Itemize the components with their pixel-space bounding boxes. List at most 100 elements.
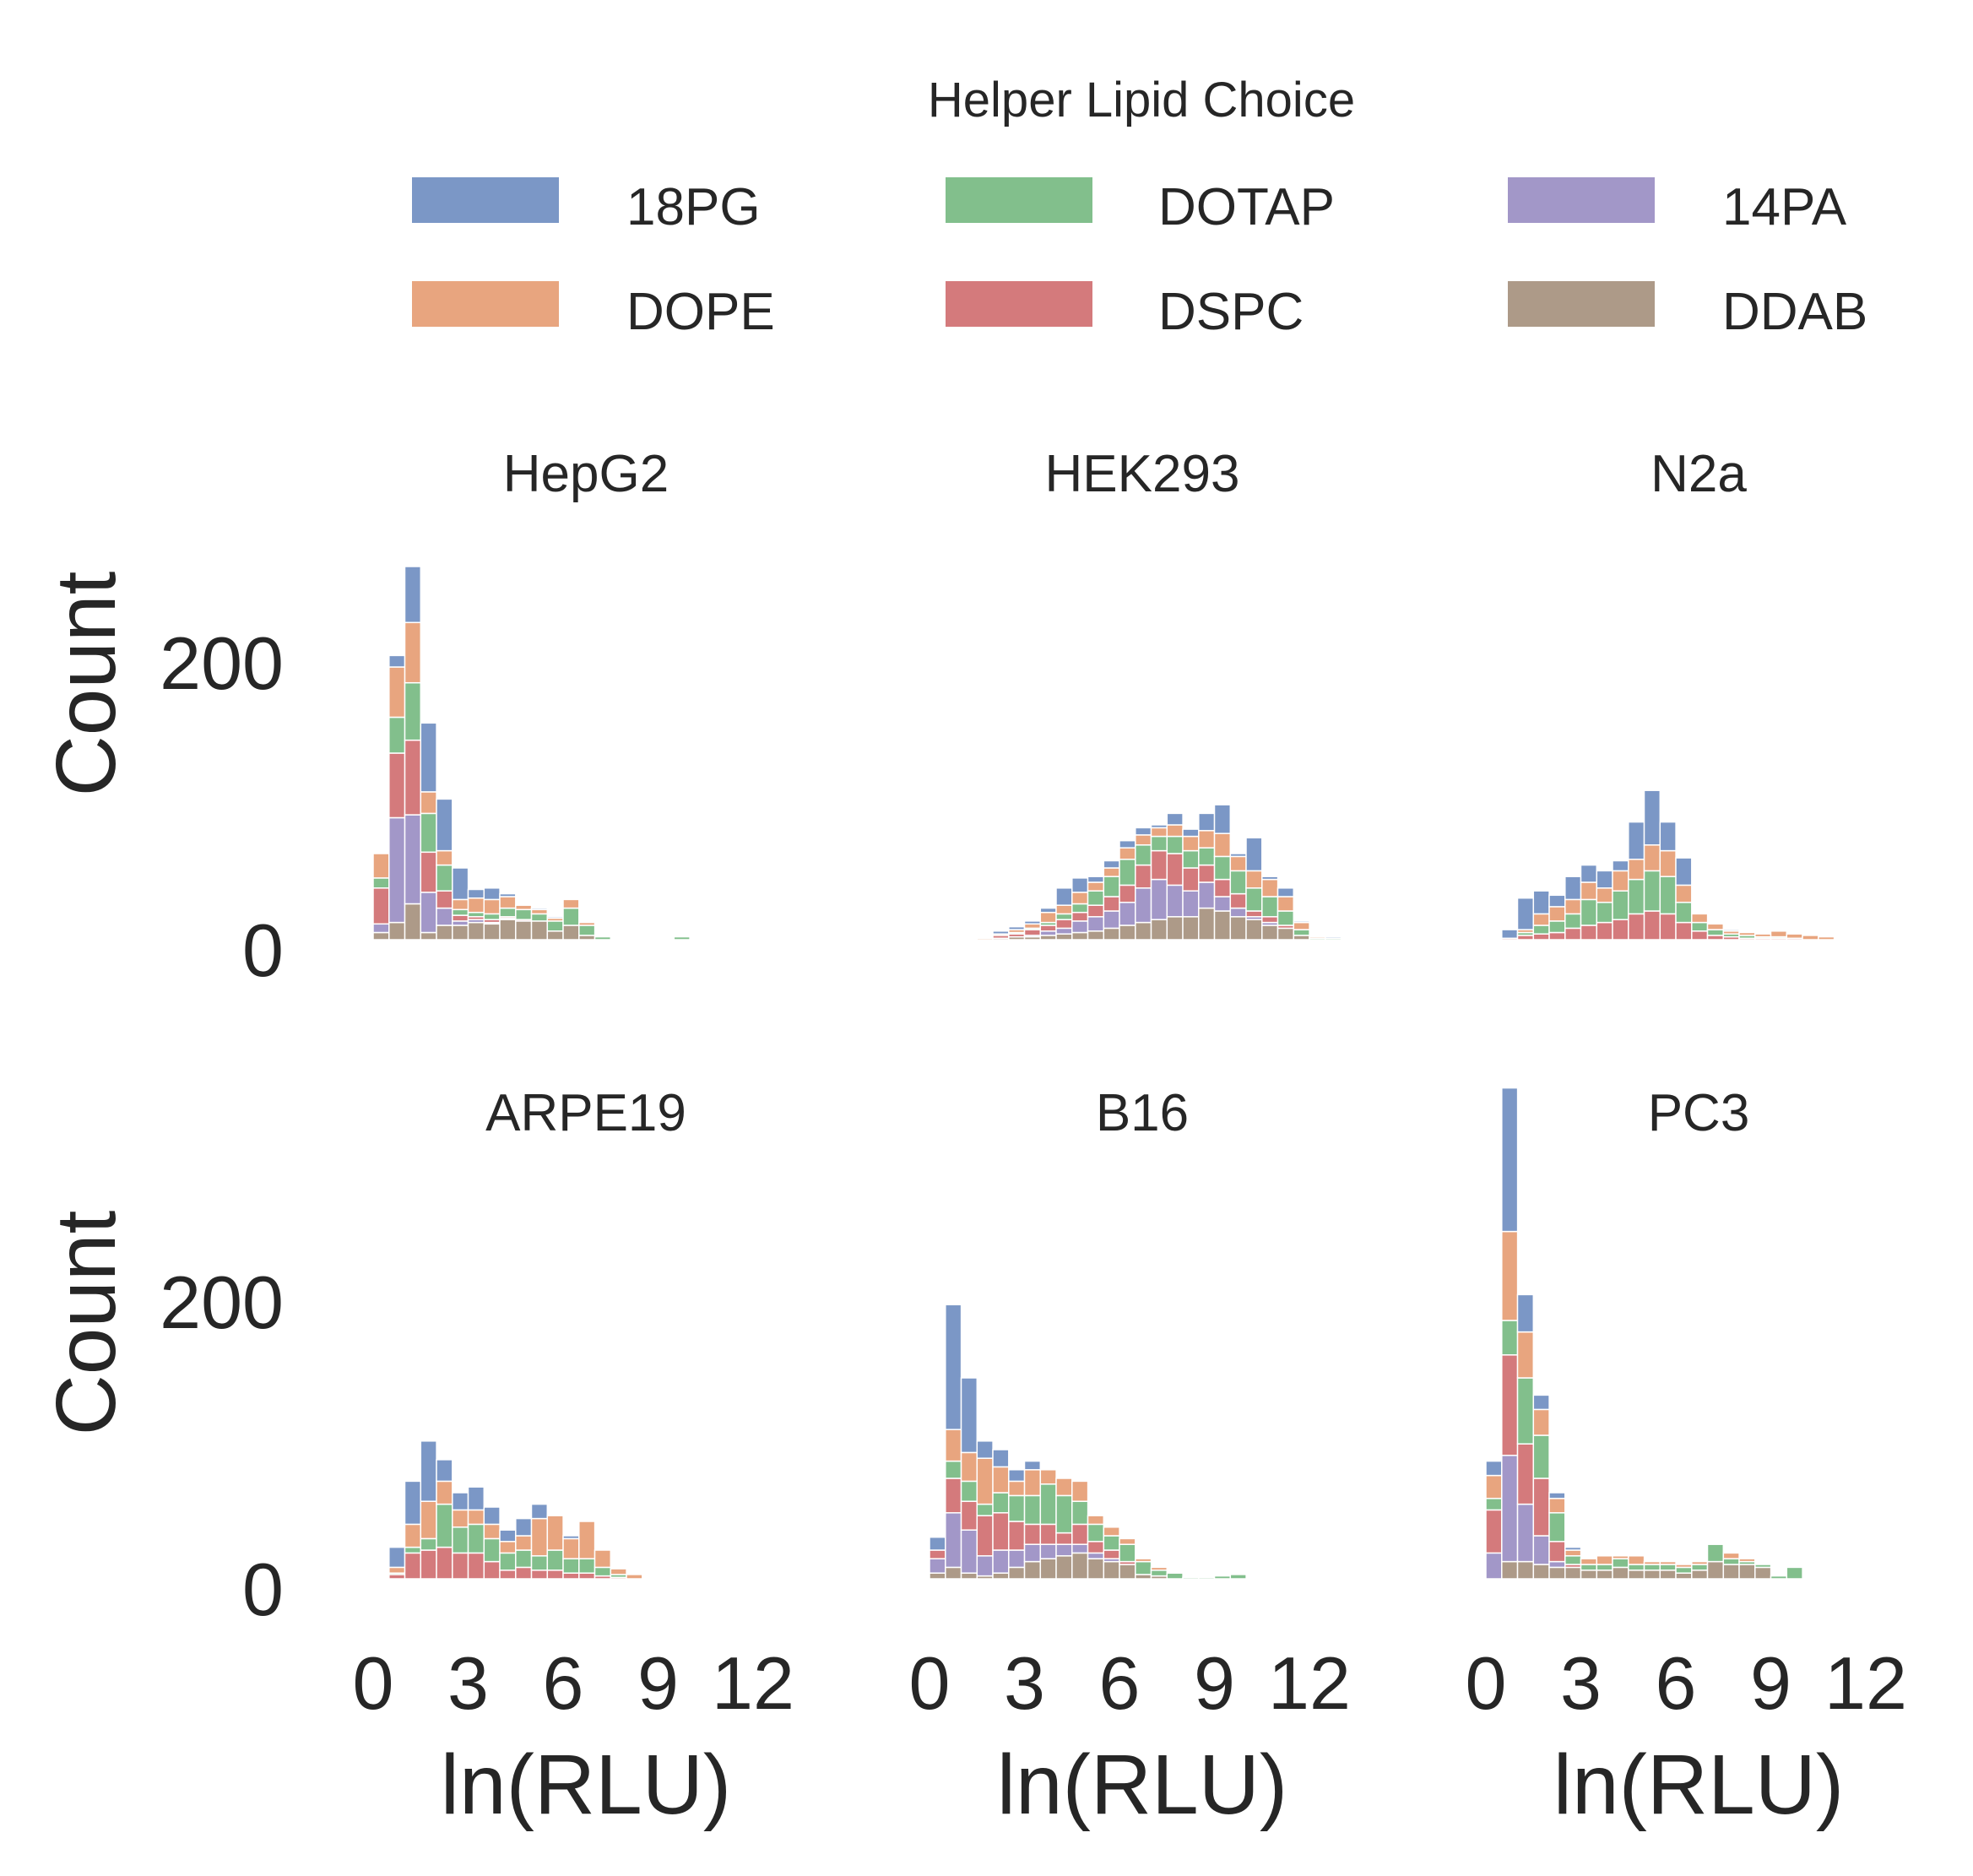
bar-n2a-bin12-dspc bbox=[1691, 930, 1709, 941]
bar-hek293-bin12-dspc bbox=[1166, 853, 1184, 886]
bar-hek293-bin7-dotap bbox=[1087, 890, 1105, 906]
bar-arpe19-bin6-dspc bbox=[483, 1560, 501, 1580]
bar-hek293-bin7-dspc bbox=[1087, 904, 1105, 918]
y-tick-0-row1: 0 bbox=[242, 908, 284, 992]
bar-hek293-bin18-dotap bbox=[1261, 896, 1279, 918]
bar-hek293-bin21-dope bbox=[1309, 935, 1326, 940]
bar-arpe19-bin8-dotap bbox=[515, 1549, 533, 1569]
bar-pc3-bin19-dotap bbox=[1786, 1566, 1803, 1580]
bar-hek293-bin11-14pa bbox=[1150, 878, 1168, 920]
bar-arpe19-bin9-dotap bbox=[530, 1555, 549, 1571]
bar-hepg2-bin1-ddab bbox=[388, 921, 406, 941]
bar-hek293-bin10-dotap bbox=[1135, 844, 1152, 866]
bar-b16-bin5-18pg bbox=[1008, 1469, 1026, 1483]
legend-entry-dspc: DSPC bbox=[946, 281, 1304, 341]
bar-b16-bin15-dotap bbox=[1166, 1572, 1184, 1580]
bar-hek293-bin11-ddab bbox=[1150, 919, 1168, 941]
bar-hek293-bin15-dspc bbox=[1213, 878, 1232, 897]
bar-hepg2-bin6-dope bbox=[467, 897, 485, 914]
bar-b16-bin6-14pa bbox=[1023, 1543, 1042, 1563]
bar-hek293-bin9-14pa bbox=[1119, 902, 1136, 926]
y-tick-200-row1: 200 bbox=[160, 621, 284, 705]
bar-arpe19-bin11-dope bbox=[562, 1537, 580, 1559]
bar-hepg2-bin13-dotap bbox=[578, 924, 596, 936]
bar-pc3-bin12-ddab bbox=[1675, 1572, 1693, 1580]
bar-n2a-bin6-dspc bbox=[1596, 921, 1613, 941]
bar-hek293-bin13-dotap bbox=[1182, 849, 1200, 869]
bar-n2a-bin7-dotap bbox=[1612, 890, 1629, 920]
bar-n2a-bin6-18pg bbox=[1596, 870, 1613, 889]
bar-b16-bin11-dope bbox=[1103, 1526, 1120, 1537]
bar-pc3-bin10-dope bbox=[1643, 1560, 1661, 1565]
y-axis-label-row1: Count bbox=[39, 571, 133, 796]
bars-n2a bbox=[1501, 789, 1835, 941]
bar-arpe19-bin7-dotap bbox=[499, 1552, 517, 1571]
bar-b16-bin17-dotap bbox=[1198, 1576, 1216, 1580]
bar-b16-bin16-dotap bbox=[1182, 1576, 1200, 1580]
bars-arpe19 bbox=[388, 1440, 643, 1580]
bar-b16-bin12-dope bbox=[1119, 1537, 1136, 1545]
bar-b16-bin4-ddab bbox=[992, 1572, 1010, 1580]
bar-n2a-bin3-dspc bbox=[1548, 931, 1566, 941]
bar-hepg2-bin4-14pa bbox=[436, 907, 453, 926]
bar-hek293-bin5-dotap bbox=[1055, 913, 1073, 920]
x-axis-label-col2: ln(RLU) bbox=[997, 1738, 1287, 1832]
bar-arpe19-bin12-dspc bbox=[578, 1572, 596, 1580]
bar-pc3-bin4-dope bbox=[1548, 1498, 1566, 1514]
bar-pc3-bin1-14pa bbox=[1501, 1455, 1519, 1563]
bar-hek293-bin2-18pg bbox=[1008, 925, 1026, 930]
bar-hepg2-bin13-dope bbox=[578, 921, 596, 926]
bar-hek293-bin12-18pg bbox=[1166, 812, 1184, 826]
bar-pc3-bin7-ddab bbox=[1596, 1570, 1613, 1580]
bar-pc3-bin14-ddab bbox=[1706, 1560, 1725, 1580]
x-tick-9-col3: 9 bbox=[1750, 1641, 1791, 1725]
bar-b16-bin5-dotap bbox=[1008, 1494, 1026, 1522]
bar-arpe19-bin10-dope bbox=[546, 1515, 564, 1551]
bar-arpe19-bin9-18pg bbox=[530, 1503, 549, 1520]
bar-pc3-bin2-14pa bbox=[1516, 1503, 1535, 1563]
bar-hek293-bin13-dspc bbox=[1182, 867, 1200, 892]
bar-pc3-bin12-dotap bbox=[1675, 1566, 1693, 1574]
bar-hek293-bin13-14pa bbox=[1182, 890, 1200, 918]
bar-arpe19-bin11-dspc bbox=[562, 1572, 580, 1580]
bar-pc3-bin1-dotap bbox=[1501, 1320, 1519, 1356]
bar-hepg2-bin3-dspc bbox=[420, 851, 437, 893]
bar-n2a-bin7-18pg bbox=[1612, 859, 1629, 872]
bar-hek293-bin5-14pa bbox=[1055, 927, 1073, 935]
bar-n2a-bin14-18pg bbox=[1722, 929, 1740, 932]
bar-n2a-bin4-18pg bbox=[1564, 876, 1582, 901]
bar-arpe19-bin4-dotap bbox=[452, 1526, 469, 1554]
bar-n2a-bin10-18pg bbox=[1659, 821, 1677, 852]
bar-hek293-bin16-18pg bbox=[1229, 853, 1247, 858]
bar-hek293-bin18-dspc bbox=[1261, 916, 1279, 924]
bar-n2a-bin8-dspc bbox=[1628, 913, 1645, 941]
bar-arpe19-bin2-18pg bbox=[420, 1440, 437, 1502]
bar-b16-bin4-18pg bbox=[992, 1449, 1010, 1468]
bar-n2a-bin8-18pg bbox=[1628, 821, 1645, 860]
bar-hek293-bin9-ddab bbox=[1119, 924, 1136, 941]
bar-hek293-bin8-dspc bbox=[1103, 896, 1120, 912]
y-axis-row1: 200 0 Count bbox=[39, 571, 284, 992]
bar-hepg2-bin5-dspc bbox=[452, 914, 469, 922]
bar-pc3-bin6-ddab bbox=[1580, 1570, 1598, 1580]
bar-b16-bin0-18pg bbox=[929, 1536, 946, 1551]
bar-hek293-bin14-dspc bbox=[1198, 864, 1216, 883]
bar-pc3-bin0-14pa bbox=[1485, 1552, 1503, 1580]
legend-swatch-14pa bbox=[1508, 177, 1655, 223]
bar-b16-bin5-ddab bbox=[1008, 1566, 1026, 1580]
bar-n2a-bin10-dope bbox=[1659, 849, 1677, 877]
bar-n2a-bin2-dotap bbox=[1532, 924, 1550, 935]
bar-arpe19-bin1-dspc bbox=[404, 1552, 422, 1580]
bar-b16-bin1-ddab bbox=[945, 1566, 962, 1580]
bar-arpe19-bin2-dope bbox=[420, 1500, 437, 1540]
legend-label-dope: DOPE bbox=[626, 283, 775, 341]
bar-b16-bin10-dope bbox=[1087, 1515, 1105, 1526]
bar-n2a-bin2-18pg bbox=[1532, 890, 1550, 915]
bar-hepg2-bin7-18pg bbox=[483, 887, 501, 901]
bar-n2a-bin3-18pg bbox=[1548, 894, 1566, 908]
bar-b16-bin9-dope bbox=[1071, 1480, 1089, 1502]
bar-arpe19-bin5-18pg bbox=[467, 1486, 485, 1511]
bar-pc3-bin11-dotap bbox=[1659, 1564, 1677, 1571]
bar-arpe19-bin4-dope bbox=[452, 1509, 469, 1528]
